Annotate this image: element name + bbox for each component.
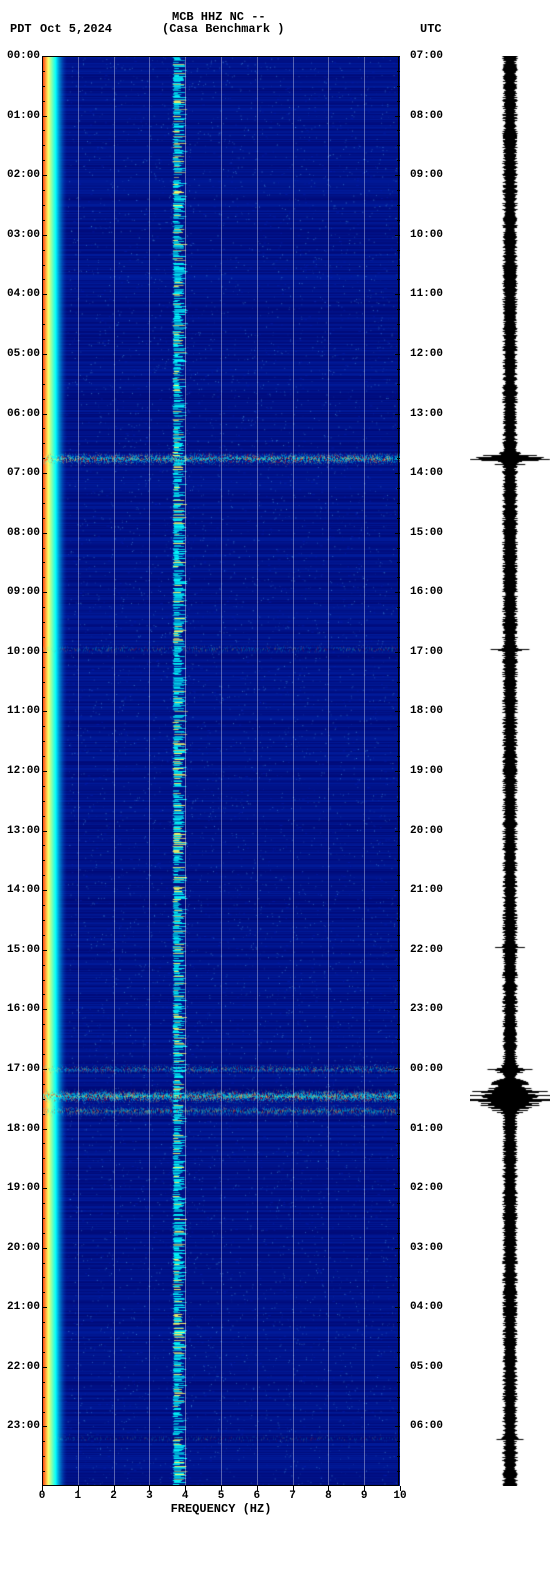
ytick-left-label: 09:00	[2, 586, 40, 598]
ytick-right-label: 00:00	[410, 1063, 443, 1075]
xtick-label: 1	[74, 1490, 81, 1502]
ytick-left-label: 08:00	[2, 527, 40, 539]
xtick-label: 3	[146, 1490, 153, 1502]
ytick-right-label: 02:00	[410, 1182, 443, 1194]
ytick-right-label: 17:00	[410, 646, 443, 658]
ytick-left-label: 16:00	[2, 1003, 40, 1015]
ytick-left-label: 10:00	[2, 646, 40, 658]
ytick-right-label: 11:00	[410, 288, 443, 300]
ytick-right-label: 13:00	[410, 408, 443, 420]
ytick-right-label: 14:00	[410, 467, 443, 479]
ytick-left-label: 17:00	[2, 1063, 40, 1075]
ytick-left-label: 07:00	[2, 467, 40, 479]
xtick-label: 0	[39, 1490, 46, 1502]
ytick-left-label: 13:00	[2, 825, 40, 837]
xtick-label: 8	[325, 1490, 332, 1502]
xtick-label: 4	[182, 1490, 189, 1502]
ytick-left-label: 19:00	[2, 1182, 40, 1194]
grid-line	[185, 56, 186, 1486]
waveform-trace	[470, 56, 550, 1486]
grid-line	[400, 56, 401, 1486]
ytick-left-label: 20:00	[2, 1242, 40, 1254]
grid-line	[114, 56, 115, 1486]
ytick-left-label: 00:00	[2, 50, 40, 62]
ytick-right-label: 22:00	[410, 944, 443, 956]
ytick-right-label: 08:00	[410, 110, 443, 122]
ytick-right-label: 19:00	[410, 765, 443, 777]
ytick-right-label: 03:00	[410, 1242, 443, 1254]
ytick-right-label: 20:00	[410, 825, 443, 837]
ytick-left-label: 18:00	[2, 1123, 40, 1135]
ytick-left-label: 05:00	[2, 348, 40, 360]
ytick-left-label: 04:00	[2, 288, 40, 300]
x-axis-label: FREQUENCY (HZ)	[42, 1502, 400, 1516]
ytick-left-label: 03:00	[2, 229, 40, 241]
ytick-right-label: 16:00	[410, 586, 443, 598]
ytick-left-label: 22:00	[2, 1361, 40, 1373]
ytick-right-label: 21:00	[410, 884, 443, 896]
ytick-left-label: 21:00	[2, 1301, 40, 1313]
xtick-label: 9	[361, 1490, 368, 1502]
ytick-right-label: 01:00	[410, 1123, 443, 1135]
ytick-left-label: 02:00	[2, 169, 40, 181]
ytick-left-label: 15:00	[2, 944, 40, 956]
ytick-right-label: 05:00	[410, 1361, 443, 1373]
ytick-right-label: 07:00	[410, 50, 443, 62]
grid-line	[78, 56, 79, 1486]
grid-line	[364, 56, 365, 1486]
ytick-right-label: 10:00	[410, 229, 443, 241]
grid-line	[293, 56, 294, 1486]
ytick-right-label: 18:00	[410, 705, 443, 717]
xtick-label: 2	[110, 1490, 117, 1502]
grid-line	[328, 56, 329, 1486]
location-label: (Casa Benchmark )	[162, 22, 284, 36]
xtick-label: 5	[218, 1490, 225, 1502]
grid-line	[149, 56, 150, 1486]
xtick-label: 7	[289, 1490, 296, 1502]
ytick-left-label: 01:00	[2, 110, 40, 122]
grid-line	[257, 56, 258, 1486]
tz-right-label: UTC	[420, 22, 442, 36]
ytick-right-label: 06:00	[410, 1420, 443, 1432]
ytick-left-label: 14:00	[2, 884, 40, 896]
ytick-left-label: 11:00	[2, 705, 40, 717]
ytick-right-label: 12:00	[410, 348, 443, 360]
ytick-left-label: 06:00	[2, 408, 40, 420]
spectrogram-plot	[42, 56, 400, 1486]
xtick-label: 10	[393, 1490, 406, 1502]
ytick-left-label: 23:00	[2, 1420, 40, 1432]
ytick-right-label: 15:00	[410, 527, 443, 539]
tz-left-label: PDT	[10, 22, 32, 36]
ytick-left-label: 12:00	[2, 765, 40, 777]
ytick-right-label: 23:00	[410, 1003, 443, 1015]
xtick-label: 6	[253, 1490, 260, 1502]
ytick-right-label: 04:00	[410, 1301, 443, 1313]
date-label: Oct 5,2024	[40, 22, 112, 36]
ytick-right-label: 09:00	[410, 169, 443, 181]
grid-line	[221, 56, 222, 1486]
